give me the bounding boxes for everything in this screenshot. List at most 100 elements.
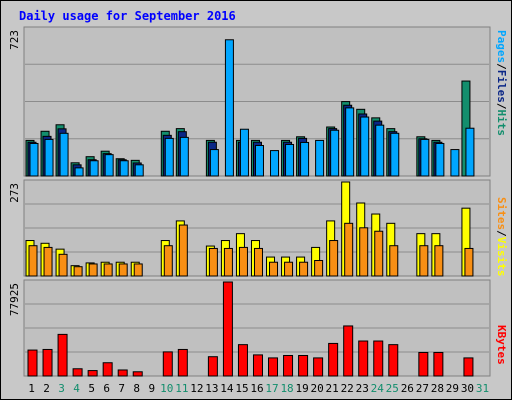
kbytes-bar-day-21 xyxy=(328,342,339,377)
kbytes-bar-day-25 xyxy=(388,344,399,377)
ylabel-sites: Sites xyxy=(495,197,508,230)
kbytes-bar-day-3 xyxy=(57,333,68,377)
kbytes-bars xyxy=(27,281,474,377)
kbytes-bar-day-23 xyxy=(358,340,369,377)
x-tick-label-day-16: 16 xyxy=(250,382,263,395)
visits-max-label: 273 xyxy=(8,183,21,203)
sites-bar-day-3 xyxy=(58,253,68,277)
sites-bar-day-22 xyxy=(344,222,354,277)
kbytes-bar-day-16 xyxy=(252,354,263,377)
sites-bar-day-2 xyxy=(43,246,53,277)
pages-bar-day-7 xyxy=(119,160,129,177)
x-tick-label-day-3: 3 xyxy=(58,382,65,395)
x-tick-label-day-19: 19 xyxy=(295,382,308,395)
sites-bar-day-6 xyxy=(103,263,113,277)
pages-bar-day-24 xyxy=(375,124,385,177)
hits-axis-label: Pages/Files/Hits xyxy=(495,30,508,136)
pages-bar-day-8 xyxy=(134,164,144,177)
pages-bar-day-30 xyxy=(465,127,475,177)
kbytes-bar-day-28 xyxy=(433,351,444,377)
x-tick-label-day-23: 23 xyxy=(356,382,369,395)
kbytes-bar-day-19 xyxy=(298,354,309,377)
kbytes-bar-day-17 xyxy=(268,357,279,377)
sites-bar-day-13 xyxy=(208,247,218,277)
panel-hits: 723 Pages/Files/Hits xyxy=(8,26,508,177)
pages-bar-day-22 xyxy=(345,107,355,177)
svg-text:KBytes: KBytes xyxy=(495,325,508,365)
sites-bar-day-5 xyxy=(88,263,98,277)
sites-bar-day-27 xyxy=(419,245,429,277)
sites-bar-day-19 xyxy=(299,261,309,277)
pages-bar-day-14 xyxy=(224,39,234,177)
pages-bar-day-25 xyxy=(390,132,400,177)
x-tick-label-day-28: 28 xyxy=(431,382,444,395)
kbytes-bar-day-10 xyxy=(162,351,173,377)
kbytes-bar-day-18 xyxy=(283,354,294,377)
kbytes-bar-day-14 xyxy=(222,281,233,377)
kbytes-bar-day-24 xyxy=(373,340,384,377)
pages-bar-day-6 xyxy=(104,154,114,177)
kbytes-bar-day-7 xyxy=(117,369,128,377)
x-tick-label-day-11: 11 xyxy=(175,382,188,395)
x-tick-label-day-24: 24 xyxy=(371,382,385,395)
ylabel-sep-3: / xyxy=(495,230,508,237)
sites-bar-day-8 xyxy=(133,263,143,277)
kbytes-bar-day-22 xyxy=(343,325,354,377)
x-tick-label-day-27: 27 xyxy=(416,382,429,395)
sites-bar-day-7 xyxy=(118,263,128,277)
panel-kbytes: 77925 KBytes xyxy=(8,279,508,377)
pages-bar-day-15 xyxy=(239,128,249,177)
ylabel-hits: Hits xyxy=(495,110,508,137)
svg-text:Pages/Files/Hits: Pages/Files/Hits xyxy=(495,30,508,136)
kbytes-bar-day-4 xyxy=(72,368,83,377)
x-tick-label-day-18: 18 xyxy=(280,382,293,395)
panel-hits-gridlines xyxy=(25,63,489,140)
ylabel-visits: Visits xyxy=(495,237,508,277)
kbytes-bar-day-27 xyxy=(418,351,429,377)
x-tick-label-day-22: 22 xyxy=(341,382,354,395)
x-tick-label-day-6: 6 xyxy=(103,382,110,395)
x-tick-label-day-15: 15 xyxy=(235,382,248,395)
kbytes-bar-day-15 xyxy=(237,344,248,377)
x-tick-label-day-4: 4 xyxy=(73,382,80,395)
x-tick-label-day-29: 29 xyxy=(446,382,459,395)
pages-bar-day-16 xyxy=(254,145,264,177)
pages-bar-day-10 xyxy=(164,137,174,177)
panel-visits: 273 Sites/Visits xyxy=(8,179,508,277)
x-tick-label-day-25: 25 xyxy=(386,382,399,395)
x-tick-label-day-10: 10 xyxy=(160,382,173,395)
x-tick-label-day-13: 13 xyxy=(205,382,218,395)
kbytes-bar-day-1 xyxy=(27,349,38,377)
kbytes-bar-day-5 xyxy=(87,370,98,377)
ylabel-kbytes: KBytes xyxy=(495,325,508,365)
pages-bar-day-23 xyxy=(360,116,370,177)
pages-bar-day-18 xyxy=(285,143,295,177)
x-tick-label-day-7: 7 xyxy=(118,382,125,395)
ylabel-files: Files xyxy=(495,70,508,103)
x-axis-day-labels: 1 2 3 4 5 6 7 8 9 10 11 12 13 14 15 16 17 18 19 20 21 22 23 24 2… xyxy=(28,382,489,395)
kbytes-bar-day-20 xyxy=(313,357,324,377)
pages-bar-day-5 xyxy=(89,160,99,177)
x-tick-label-day-26: 26 xyxy=(401,382,414,395)
pages-bar-day-17 xyxy=(270,150,280,177)
chart-title: Daily usage for September 2016 xyxy=(19,9,236,23)
pages-bar-day-21 xyxy=(330,129,340,177)
kbytes-axis-label: KBytes xyxy=(495,325,508,365)
ylabel-pages: Pages xyxy=(495,30,508,63)
visits-bars xyxy=(25,181,474,277)
x-tick-label-day-8: 8 xyxy=(133,382,140,395)
x-tick-label-day-31: 31 xyxy=(476,382,489,395)
sites-bar-day-20 xyxy=(314,260,324,277)
x-tick-label-day-20: 20 xyxy=(311,382,324,395)
panel-kbytes-gridlines xyxy=(25,303,489,353)
sites-bar-day-14 xyxy=(223,247,233,277)
x-tick-label-day-21: 21 xyxy=(326,382,339,395)
sites-bar-day-15 xyxy=(238,246,248,277)
sites-bar-day-25 xyxy=(389,245,399,277)
sites-bar-day-17 xyxy=(269,261,279,277)
sites-bar-day-21 xyxy=(329,240,339,277)
pages-bar-day-27 xyxy=(420,138,430,177)
pages-bar-day-3 xyxy=(59,132,69,177)
pages-bar-day-29 xyxy=(450,149,460,177)
x-tick-label-day-30: 30 xyxy=(461,382,474,395)
